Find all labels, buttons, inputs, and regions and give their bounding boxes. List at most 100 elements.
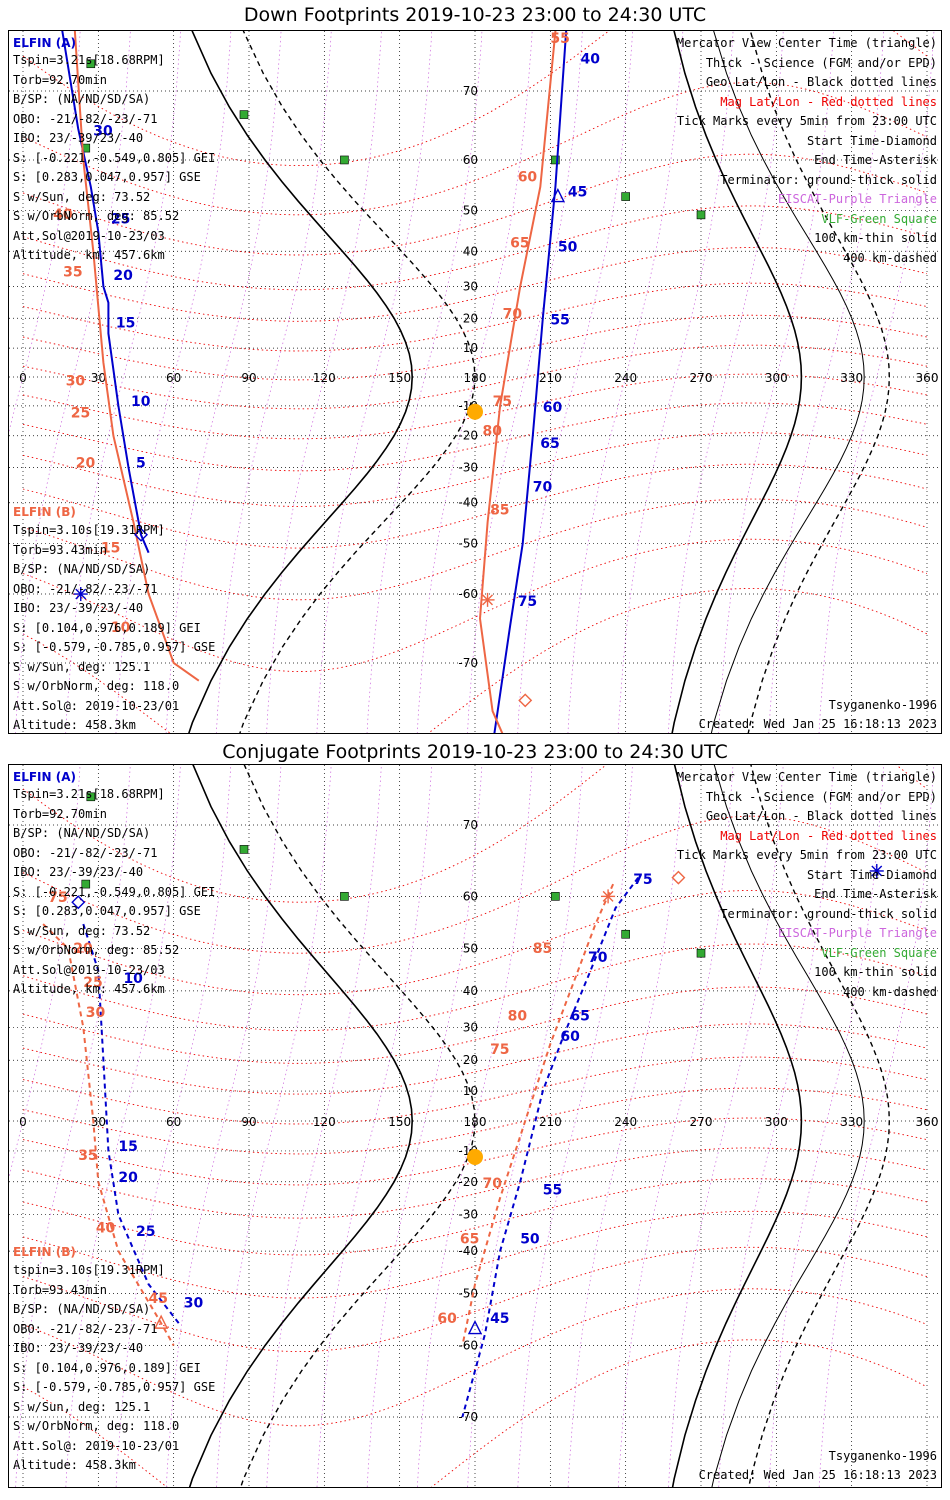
mag-latitude bbox=[22, 81, 928, 216]
time-tick-label: 85 bbox=[490, 502, 509, 518]
mag-latitude bbox=[22, 1117, 928, 1186]
y-tick-label: 70 bbox=[463, 84, 478, 98]
info-line: IBO: 23/-39/23/-40 bbox=[13, 601, 144, 615]
time-tick-label: 10 bbox=[111, 620, 131, 636]
time-tick-label: 70 bbox=[533, 480, 553, 496]
y-tick-label: 70 bbox=[463, 818, 478, 832]
time-tick-label: 30 bbox=[184, 1296, 204, 1312]
info-line: IBO: 23/-39/23/-40 bbox=[13, 865, 144, 879]
footprint-track bbox=[478, 31, 557, 733]
terminator-line bbox=[239, 31, 476, 733]
time-tick-label: 45 bbox=[490, 1311, 509, 1327]
time-tick-label: 55 bbox=[550, 312, 569, 328]
info-line: S: [-0.579,-0.785,0.957] GSE bbox=[13, 1380, 216, 1394]
info-line: Att.Sol@: 2019-10-23/01 bbox=[13, 698, 180, 713]
start-diamond-marker bbox=[71, 895, 86, 910]
mag-latitude bbox=[22, 1056, 928, 1125]
vlf-station-marker bbox=[696, 210, 706, 220]
info-line: S w/OrbNorm, deg: 118.0 bbox=[13, 1419, 180, 1433]
elfin-a-title: ELFIN (A) bbox=[13, 770, 76, 784]
info-line: OBO: -21/-82/-23/-71 bbox=[13, 111, 158, 126]
sun-marker bbox=[467, 403, 483, 420]
time-tick-label: 60 bbox=[437, 1311, 457, 1327]
info-line: Torb=92.70min bbox=[13, 72, 107, 87]
x-tick-label: 60 bbox=[166, 371, 181, 385]
time-tick-label: 80 bbox=[508, 1008, 528, 1024]
footprint-track bbox=[61, 31, 150, 554]
time-tick-label: 45 bbox=[568, 185, 587, 201]
x-tick-label: 180 bbox=[464, 371, 487, 385]
legend-item: 100 km-thin solid bbox=[814, 231, 937, 245]
legend-item: Terminator: ground-thick solid bbox=[720, 906, 937, 921]
vlf-station-marker bbox=[239, 110, 249, 119]
info-line: OBO: -21/-82/-23/-71 bbox=[13, 845, 158, 860]
time-tick-label: 20 bbox=[73, 941, 93, 957]
time-tick-label: 15 bbox=[118, 1139, 137, 1155]
info-line: Tspin=3.21s[18.68RPM] bbox=[13, 53, 165, 67]
time-tick-label: 65 bbox=[460, 1231, 479, 1247]
legend-item: Terminator: ground-thick solid bbox=[720, 172, 937, 187]
mag-latitude bbox=[22, 943, 928, 1032]
mag-grid bbox=[9, 31, 935, 733]
legend-item: Geo Lat/Lon - Black dotted lines bbox=[705, 75, 937, 89]
y-tick-label: -20 bbox=[458, 429, 478, 443]
info-line: S: [-0.221,-0.549,0.805] GEI bbox=[13, 150, 216, 165]
info-line: S: [-0.221,-0.549,0.805] GEI bbox=[13, 884, 216, 899]
x-tick-label: 300 bbox=[765, 371, 788, 385]
mag-latitude bbox=[22, 889, 928, 996]
time-tick-label: 60 bbox=[560, 1029, 580, 1045]
legend-item: Thick - Science (FGM and/or EPD) bbox=[705, 55, 937, 70]
terminator-line bbox=[671, 765, 803, 1487]
y-tick-label: 20 bbox=[463, 1053, 478, 1067]
terminator-line bbox=[240, 765, 476, 1487]
terminator bbox=[188, 31, 891, 733]
vlf-station-marker bbox=[340, 155, 349, 165]
time-tick-label: 55 bbox=[543, 1183, 562, 1199]
info-line: S w/Sun, deg: 125.1 bbox=[13, 659, 151, 674]
start-diamond-marker bbox=[518, 693, 533, 708]
time-tick-label: 60 bbox=[543, 400, 563, 416]
time-tick-label: 75 bbox=[518, 594, 537, 610]
panel-title-down: Down Footprints 2019-10-23 23:00 to 24:3… bbox=[243, 4, 707, 26]
x-tick-label: 210 bbox=[539, 371, 562, 385]
down-footprints-map: 0 30 60 90 120 150 180 210 240 270 300 330 360 70 60 50… bbox=[9, 31, 941, 733]
mag-latitude bbox=[22, 373, 928, 440]
y-tick-label: 10 bbox=[463, 1084, 478, 1098]
legend-item: Start Time-Diamond bbox=[806, 133, 937, 148]
mag-latitude bbox=[22, 432, 928, 507]
y-tick-label: 60 bbox=[463, 153, 478, 167]
time-tick-label: 70 bbox=[588, 950, 608, 966]
time-tick-label: 15 bbox=[116, 315, 135, 331]
footprint-track bbox=[73, 31, 200, 682]
info-line: B/SP: (NA/ND/SD/SA) bbox=[13, 826, 151, 840]
x-tick-label: 90 bbox=[241, 371, 256, 385]
legend-item: 400 km-dashed bbox=[843, 984, 937, 999]
asterisk-stroke bbox=[482, 594, 494, 606]
time-tick-label: 15 bbox=[101, 541, 120, 557]
time-tick-label: 35 bbox=[63, 264, 82, 280]
sun-marker bbox=[467, 1148, 483, 1165]
info-line: S w/OrbNorm, deg: 85.52 bbox=[13, 943, 180, 957]
info-line: Altitude, km: 457.6km bbox=[13, 982, 165, 996]
vlf-station-marker bbox=[86, 59, 96, 69]
info-line: Torb=93.43min bbox=[13, 1282, 107, 1297]
terminator bbox=[188, 765, 891, 1487]
elfin-a-info: Tspin=3.21s[18.68RPM] Torb=92.70min B/SP: … bbox=[13, 787, 215, 1002]
info-line: OBO: -21/-82/-23/-71 bbox=[13, 581, 158, 596]
legend-item: VLF-Green Square bbox=[821, 211, 937, 226]
x-tick-label: 150 bbox=[388, 1115, 411, 1129]
x-tick-label: 120 bbox=[313, 1115, 336, 1129]
terminator-line bbox=[747, 31, 891, 733]
mag-latitude bbox=[22, 282, 928, 352]
info-line: S w/Sun, deg: 73.52 bbox=[13, 189, 151, 204]
legend-item: 400 km-dashed bbox=[843, 250, 937, 265]
mag-latitude bbox=[22, 498, 928, 601]
legend-item: EISCAT-Purple Triangle bbox=[778, 192, 937, 206]
end-asterisk-marker bbox=[73, 587, 88, 602]
end-asterisk-marker bbox=[869, 863, 884, 878]
center-time-triangle bbox=[550, 188, 565, 203]
x-tick-label: 30 bbox=[91, 371, 106, 385]
time-tick-label: 75 bbox=[490, 1042, 509, 1058]
legend-item: Mercator View Center Time (triangle) bbox=[676, 36, 937, 50]
elfin-b-title: ELFIN (B) bbox=[13, 505, 76, 519]
